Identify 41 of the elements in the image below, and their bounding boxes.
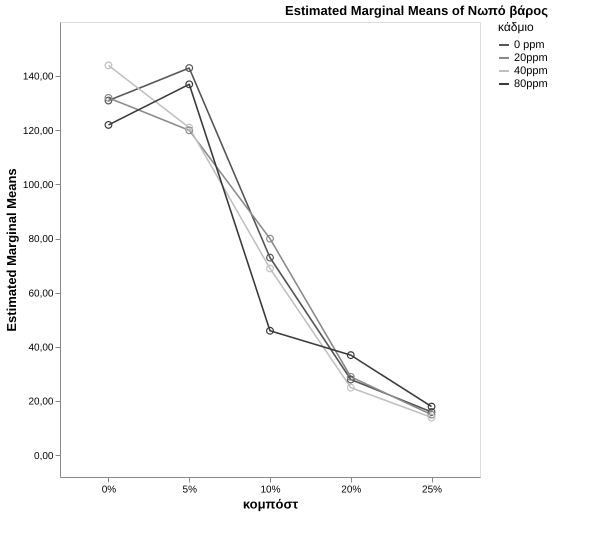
legend-title: κάδμιο [498, 20, 534, 34]
x-tick-label: 25% [422, 484, 442, 496]
point [104, 120, 112, 129]
point [185, 80, 194, 88]
y-axis-title: Estimated Marginal Means [4, 168, 19, 332]
point [428, 408, 436, 416]
y-tick-label: 140,00 [22, 72, 54, 83]
point [428, 410, 436, 419]
point [266, 264, 274, 272]
point [346, 351, 355, 360]
legend-label: 40ppm [514, 65, 548, 77]
point [185, 64, 194, 72]
point [346, 376, 355, 384]
y-tick-label: 40,00 [28, 342, 54, 354]
x-tick-label: 5% [182, 484, 198, 496]
x-tick-label: 0% [102, 484, 116, 496]
x-tick-label: 10% [260, 484, 281, 496]
y-tick-label: 60,00 [28, 288, 54, 300]
point [266, 326, 274, 335]
y-tick-label: 120,00 [22, 126, 54, 137]
point [346, 372, 355, 381]
point [104, 61, 112, 70]
point [104, 94, 112, 102]
chart-title: Estimated Marginal Means of Νωπό βάρος [285, 3, 548, 18]
point [266, 234, 274, 243]
y-tick-label: 20,00 [28, 396, 54, 408]
legend-label: 20ppm [514, 52, 548, 64]
y-tick-label: 100,00 [22, 180, 54, 191]
y-tick-label: 0,00 [34, 450, 54, 462]
x-tick-label: 20% [341, 484, 362, 496]
point [428, 413, 436, 422]
point [346, 384, 355, 392]
point [428, 402, 436, 411]
legend-label: 0 ppm [514, 39, 545, 51]
point [185, 126, 194, 134]
x-axis-title: κομπόστ [242, 496, 298, 512]
y-tick-label: 80,00 [28, 234, 54, 246]
point [185, 124, 194, 132]
point [266, 254, 274, 262]
legend-label: 80ppm [514, 78, 548, 90]
point [104, 96, 112, 104]
